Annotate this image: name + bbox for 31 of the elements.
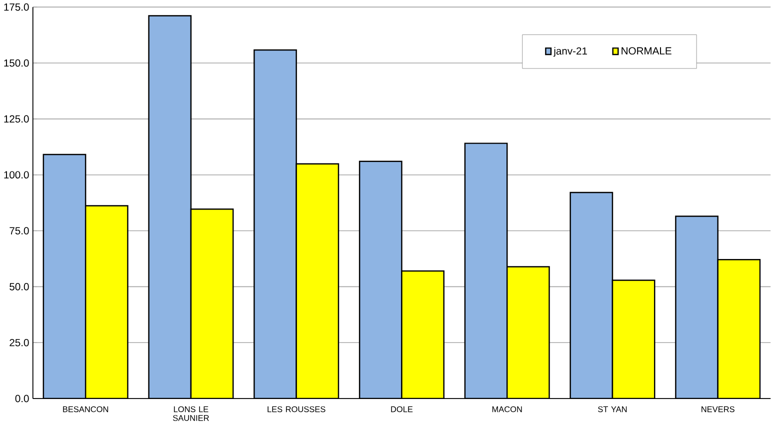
y-tick-label: 175.0 xyxy=(4,3,29,11)
bar xyxy=(612,279,656,398)
x-tick-label: MACON xyxy=(492,406,522,412)
y-tick-label: 25.0 xyxy=(10,338,29,346)
y-tick-label: 50.0 xyxy=(10,282,29,290)
bar xyxy=(464,142,508,398)
x-tick-label: DOLE xyxy=(391,406,413,412)
y-tick-label: 100.0 xyxy=(4,171,29,178)
x-tick-label: NEVERS xyxy=(702,406,734,412)
bar xyxy=(42,154,86,398)
x-tick-label: LES ROUSSES xyxy=(268,406,326,412)
bar xyxy=(675,215,718,398)
bar xyxy=(401,270,444,398)
legend-label: janv-21 xyxy=(553,46,587,57)
y-tick-label: 0.0 xyxy=(15,394,29,402)
bar xyxy=(717,258,761,398)
bar xyxy=(148,15,192,398)
bar xyxy=(190,208,234,398)
bar xyxy=(254,49,297,398)
x-tick-label: ST YAN xyxy=(598,406,627,412)
bar xyxy=(506,266,550,398)
x-tick-label: BESANCON xyxy=(63,406,108,412)
x-tick-label: LONS LE SAUNIER xyxy=(172,406,209,421)
legend-label: NORMALE xyxy=(622,47,672,54)
y-tick-label: 150.0 xyxy=(4,59,29,66)
bar xyxy=(358,160,402,398)
bar xyxy=(84,204,128,398)
bar xyxy=(570,192,614,398)
y-tick-label: 125.0 xyxy=(4,115,29,122)
bar xyxy=(296,163,340,398)
y-tick-label: 75.0 xyxy=(10,226,29,234)
